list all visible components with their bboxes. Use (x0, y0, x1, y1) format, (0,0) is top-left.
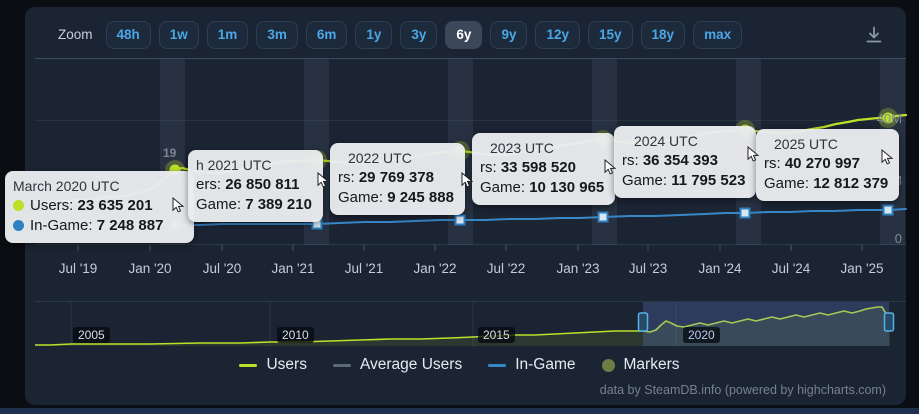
zoom-range-3m[interactable]: 3m (256, 21, 298, 49)
navigator-handle-left[interactable] (637, 312, 649, 332)
zoom-range-12y[interactable]: 12y (535, 21, 580, 49)
zoom-label: Zoom (58, 27, 93, 43)
download-icon[interactable] (862, 24, 886, 48)
x-axis-label: Jan '21 (271, 261, 315, 276)
legend-item-average-users[interactable]: Average Users (332, 356, 462, 374)
x-axis-label: Jan '23 (556, 261, 600, 276)
markers-circle-icon (601, 358, 615, 372)
chart-legend: Users Average Users In-Game Markers (0, 356, 919, 374)
tooltip-2024: 2024 UTC rs: 36 354 393 Game: 11 795 523 (614, 126, 757, 198)
navigator-year-2005: 2005 (73, 327, 110, 343)
zoom-range-15y[interactable]: 15y (588, 21, 633, 49)
navigator-year-2015: 2015 (478, 327, 515, 343)
x-axis-label: Jan '22 (413, 261, 457, 276)
tooltip-2025: 2025 UTC rs: 40 270 997 Game: 12 812 379 (756, 129, 900, 201)
zoom-range-6m[interactable]: 6m (305, 21, 348, 49)
zoom-range-6y-selected[interactable]: 6y (445, 21, 483, 49)
x-axis-label: Jul '23 (628, 261, 668, 276)
legend-item-markers[interactable]: Markers (601, 356, 680, 374)
x-axis-label: Jul '20 (202, 261, 242, 276)
average-users-line-icon (332, 363, 351, 367)
navigator[interactable] (35, 301, 906, 347)
zoom-range-1m[interactable]: 1m (206, 21, 249, 49)
navigator-year-2010: 2010 (277, 327, 314, 343)
x-axis-label: Jul '19 (58, 261, 98, 276)
page-bottom-strip (0, 408, 919, 414)
zoom-range-18y[interactable]: 18y (640, 21, 686, 49)
navigator-gridlines (70, 302, 677, 346)
tooltip-2022: 2022 UTC rs: 29 769 378 Game: 9 245 888 (330, 143, 465, 215)
zoom-toolbar: Zoom 48h 1w 1m 3m 6m 1y 3y 6y 9y 12y 15y… (58, 21, 743, 49)
zoom-range-48h[interactable]: 48h (105, 21, 151, 49)
zoom-range-max[interactable]: max (693, 21, 743, 49)
zoom-range-3y[interactable]: 3y (400, 21, 438, 49)
ingame-dot-icon (13, 219, 24, 231)
tooltip-march-2020: March 2020 UTC Users: 23 635 201 In-Game… (5, 171, 194, 243)
x-axis-label: Jan '25 (840, 261, 884, 276)
x-axis-label: Jan '24 (698, 261, 742, 276)
tooltip-2023: 2023 UTC rs: 33 598 520 Game: 10 130 965 (472, 133, 616, 205)
x-axis-label: Jan '20 (128, 261, 172, 276)
ingame-line-icon (488, 363, 507, 367)
navigator-selected-range[interactable] (643, 302, 889, 346)
zoom-range-1y[interactable]: 1y (355, 21, 393, 49)
zoom-range-1w[interactable]: 1w (158, 21, 199, 49)
users-dot-icon (13, 200, 24, 211)
zoom-range-9y[interactable]: 9y (490, 21, 528, 49)
y-axis-label-0: 0 (894, 231, 902, 246)
credit-text: data by SteamDB.info (powered by highcha… (599, 383, 886, 397)
navigator-handle-right[interactable] (883, 312, 895, 332)
navigator-area-fill (35, 307, 890, 346)
legend-item-users[interactable]: Users (239, 356, 307, 374)
navigator-year-2020: 2020 (683, 327, 720, 343)
tooltip-2021: h 2021 UTC ers: 26 850 811 Game: 7 389 2… (188, 150, 323, 222)
x-axis-label: Jul '21 (344, 261, 384, 276)
y-axis-label-40m: 40M (876, 111, 902, 126)
x-axis-label: Jul '24 (771, 261, 811, 276)
ingame-line-series (34, 208, 907, 229)
x-axis-label: Jul '22 (486, 261, 526, 276)
legend-item-ingame[interactable]: In-Game (488, 356, 576, 374)
x-axis-ticks (77, 245, 863, 251)
band-marker-number: 19 (163, 146, 177, 160)
users-line-icon (239, 363, 258, 367)
navigator-users-line (35, 306, 891, 346)
